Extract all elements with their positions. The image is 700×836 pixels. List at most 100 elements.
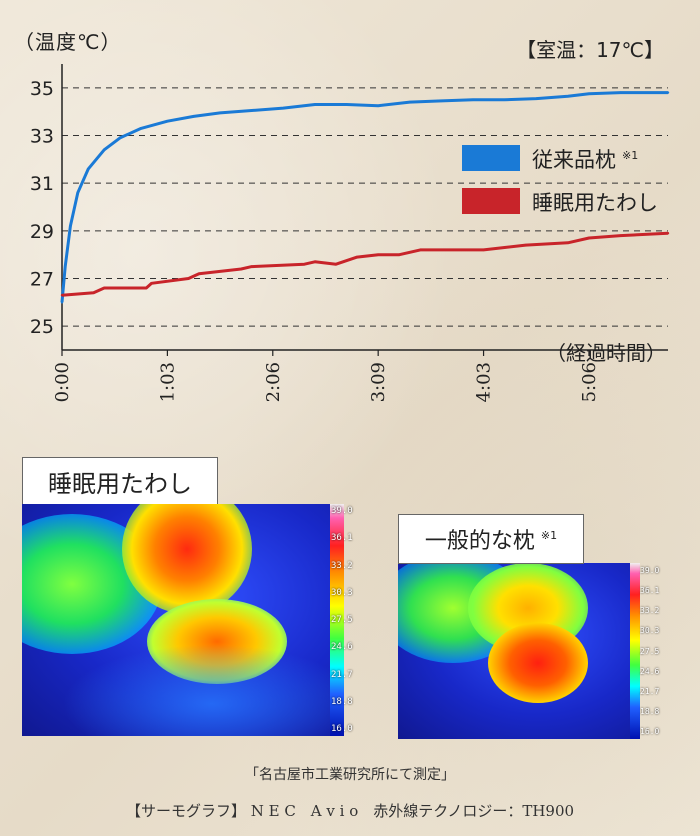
scale-label: 18.8 [640, 706, 660, 716]
data-point [150, 282, 153, 285]
x-axis-label: （経過時間） [546, 341, 666, 365]
data-point [87, 167, 90, 171]
scale-label: 16.0 [640, 727, 660, 736]
thermo-tag-label: 一般的な枕 [424, 529, 535, 554]
data-point [102, 148, 106, 151]
x-tick-label: 0:00 [52, 362, 73, 402]
data-point [239, 267, 243, 271]
data-point [60, 293, 64, 297]
thermal-image-tawashi [22, 504, 330, 736]
data-point [666, 91, 670, 94]
scale-label: 18.8 [331, 696, 353, 707]
scale-labels-1: 39.0 36.1 33.2 30.3 27.5 24.6 21.7 18.8 16.0 [331, 506, 353, 734]
scale-label: 24.6 [640, 666, 660, 676]
scale-label: 24.6 [331, 642, 353, 653]
y-tick-label: 27 [30, 269, 54, 291]
x-tick-label: 3:09 [368, 362, 389, 402]
data-point [587, 236, 591, 240]
y-tick-label: 29 [30, 221, 54, 243]
scale-label: 33.2 [640, 606, 660, 616]
data-point [619, 234, 622, 237]
data-point [355, 255, 359, 259]
data-point [218, 111, 222, 115]
legend-swatch-1 [462, 188, 520, 214]
data-point [345, 103, 348, 106]
data-point [60, 301, 64, 304]
scale-label: 27.5 [331, 615, 353, 625]
data-point [334, 263, 338, 266]
y-tick-label: 35 [30, 78, 54, 100]
data-point [282, 106, 285, 110]
thermo-tag-pillow: 一般的な枕 ※1 [398, 514, 584, 564]
data-point [192, 115, 195, 118]
legend-label-1: 睡眠用たわし [532, 191, 658, 215]
scale-label: 36.1 [331, 533, 353, 544]
thermograph-credit: 【サーモグラフ】 N E C A v i o 赤外線テクノロジー：TH900 [125, 802, 575, 820]
data-point [440, 99, 443, 103]
scale-label: 21.7 [331, 669, 353, 680]
scale-label: 39.0 [640, 566, 660, 575]
thermo-tag-note: ※1 [540, 528, 558, 542]
data-point [566, 241, 570, 244]
temperature-scale-1 [330, 504, 344, 736]
scale-label: 30.3 [640, 626, 660, 636]
scale-label: 16.0 [331, 724, 353, 734]
data-point [566, 94, 570, 98]
x-tick-label: 1:03 [157, 362, 178, 402]
data-point [471, 98, 475, 101]
data-point [139, 127, 143, 130]
data-point [197, 272, 201, 275]
scale-label: 36.1 [640, 586, 660, 596]
legend-swatch-0 [462, 145, 520, 171]
data-point [398, 253, 401, 256]
data-point [118, 136, 122, 140]
data-point [503, 246, 506, 249]
data-point [482, 248, 485, 252]
thermo-tag-label: 睡眠用たわし [48, 469, 192, 498]
scale-label: 21.7 [640, 686, 660, 696]
x-tick-label: 2:06 [263, 362, 284, 402]
data-point [166, 120, 169, 123]
data-point [587, 92, 591, 95]
data-point [376, 253, 380, 256]
legend-note-0: ※1 [622, 149, 638, 162]
data-point [408, 100, 411, 104]
y-tick-label: 25 [30, 316, 54, 338]
data-point [250, 109, 253, 112]
data-point [619, 91, 622, 94]
data-point [250, 265, 253, 268]
data-point [76, 191, 80, 194]
thermo-tag-tawashi: 睡眠用たわし [22, 457, 218, 505]
thermal-image-pillow [398, 563, 630, 739]
measurement-credit: 「名古屋市工業研究所にて測定」 [245, 767, 455, 783]
scale-label: 39.0 [331, 506, 353, 516]
data-point [535, 97, 538, 100]
scale-labels-2: 39.0 36.1 33.2 30.3 27.5 24.6 21.7 18.8 16.0 [640, 566, 659, 736]
data-point [92, 291, 95, 294]
data-point [145, 286, 148, 290]
data-point [376, 104, 380, 107]
scale-label: 30.3 [331, 587, 353, 598]
data-point [524, 243, 527, 247]
data-point [303, 263, 306, 266]
data-point [187, 277, 190, 280]
x-tick-label: 4:03 [474, 362, 495, 402]
data-point [503, 98, 506, 101]
data-point [69, 224, 72, 228]
data-point [666, 232, 670, 235]
scale-label: 27.5 [640, 646, 660, 656]
room-temperature-label: 【室温：17℃】 [516, 38, 664, 62]
data-point [313, 260, 317, 264]
scale-label: 33.2 [331, 560, 353, 571]
temperature-chart: 25 27 29 31 33 35 0:00 1:03 2:06 3:09 4:03 5:06 従来品枕… [30, 64, 670, 402]
data-point [102, 286, 106, 290]
y-tick-label: 33 [30, 126, 54, 148]
y-axis-unit-label: （温度℃） [14, 30, 122, 54]
data-point [313, 103, 317, 106]
legend-label-0: 従来品枕 [532, 148, 616, 172]
data-point [419, 248, 422, 252]
x-tick-label: 5:06 [579, 362, 600, 402]
temperature-scale-2 [630, 563, 640, 739]
series-line-1 [61, 231, 669, 297]
data-point [63, 265, 67, 268]
